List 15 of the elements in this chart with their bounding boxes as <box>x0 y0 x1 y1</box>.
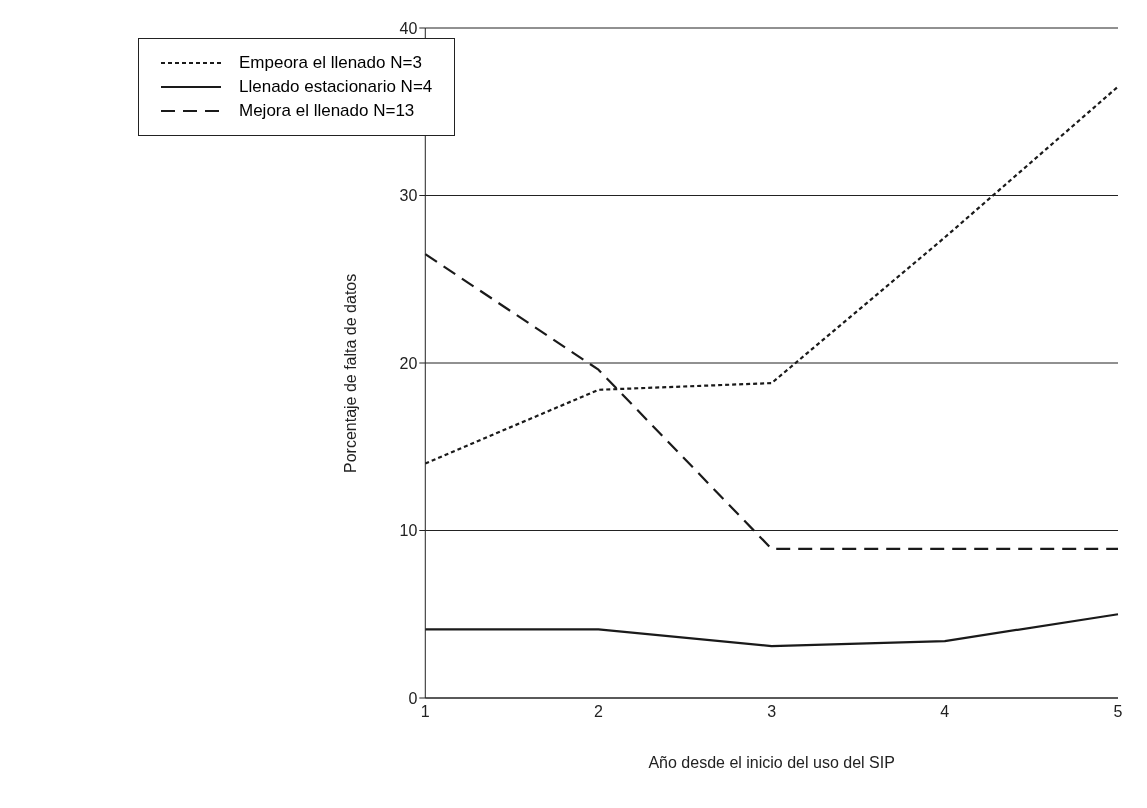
y-tick-label: 30 <box>399 187 418 205</box>
y-axis-title: Porcentaje de falta de datos <box>341 273 359 473</box>
x-tick-label: 1 <box>420 703 430 721</box>
x-tick-label: 4 <box>940 703 950 721</box>
x-tick-label: 2 <box>594 703 604 721</box>
y-tick-label: 0 <box>408 689 418 707</box>
legend-label: Empeora el llenado N=3 <box>239 53 422 73</box>
y-tick-label: 40 <box>399 19 418 37</box>
legend-label: Llenado estacionario N=4 <box>239 77 433 97</box>
x-tick-label: 5 <box>1113 703 1123 721</box>
y-tick-label: 10 <box>399 522 418 540</box>
y-tick-label: 20 <box>399 354 418 372</box>
x-tick-label: 3 <box>767 703 777 721</box>
x-axis-title: Año desde el inicio del uso del SIP <box>648 754 895 771</box>
legend-label: Mejora el llenado N=13 <box>239 101 415 121</box>
